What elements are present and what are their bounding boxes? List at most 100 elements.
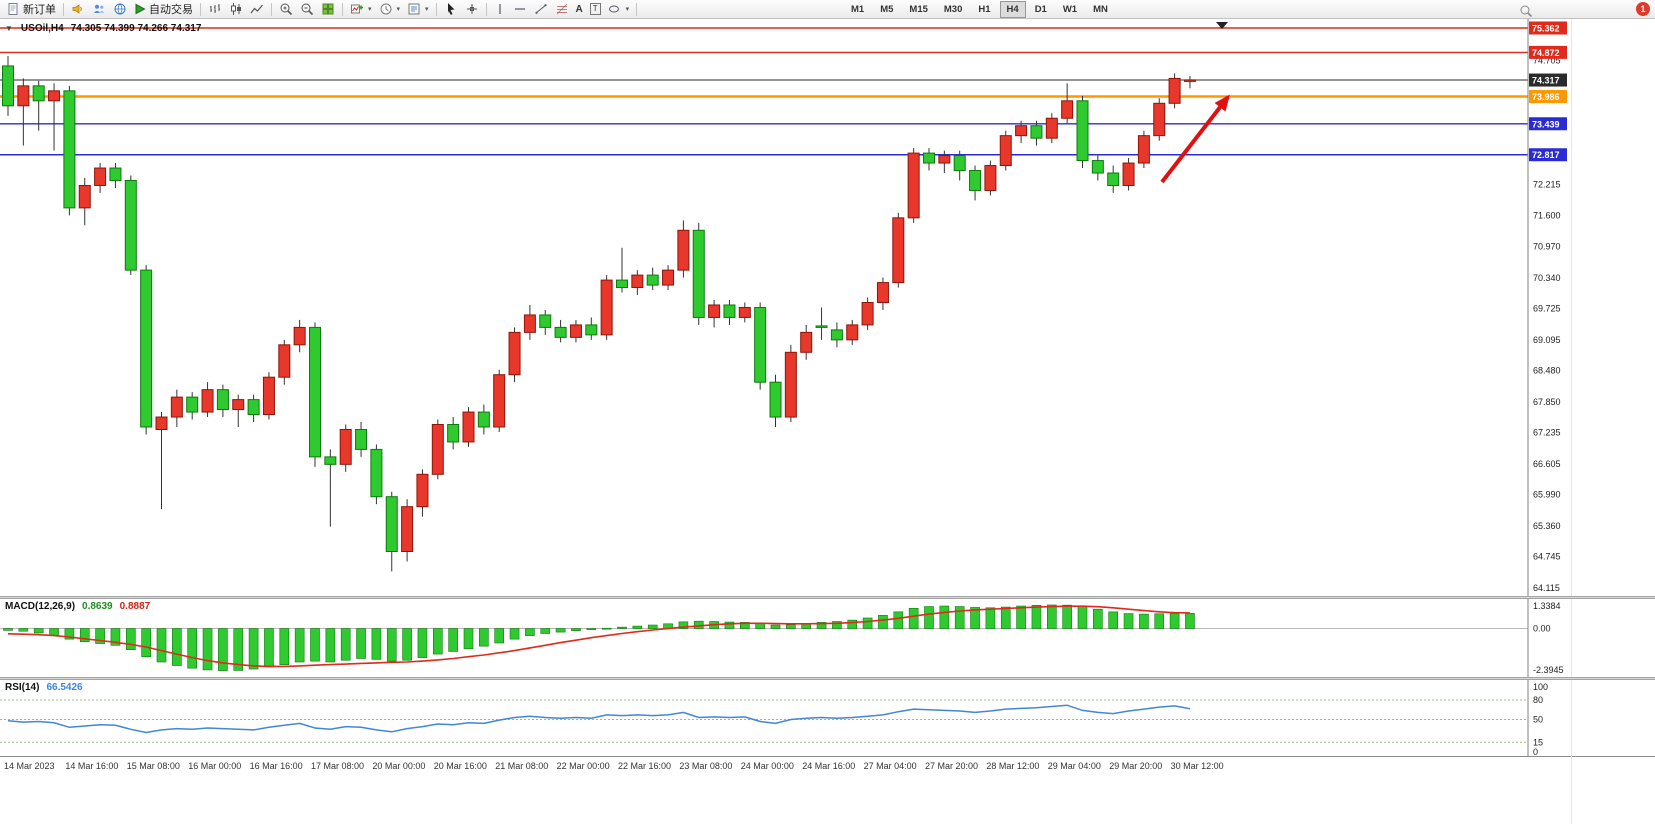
time-label: 21 Mar 08:00 <box>495 761 549 771</box>
macd-bar <box>218 628 228 671</box>
new-order-button[interactable]: 新订单 <box>3 1 59 18</box>
pane-splitter[interactable] <box>0 596 1655 599</box>
chevron-down-icon[interactable]: ▾ <box>425 6 429 13</box>
trendline-tool-icon[interactable] <box>531 1 551 18</box>
chevron-down-icon[interactable]: ▾ <box>396 6 401 13</box>
candle <box>815 307 828 340</box>
timeframe-m1[interactable]: M1 <box>851 4 865 15</box>
candle <box>262 372 275 420</box>
candle <box>216 384 229 418</box>
time-label: 14 Mar 2023 <box>4 761 55 771</box>
new-order-label: 新订单 <box>23 4 56 16</box>
macd-bar <box>970 607 980 629</box>
candle <box>385 491 398 572</box>
rsi-name: RSI(14) <box>5 682 40 693</box>
autotrade-button[interactable]: 自动交易 <box>131 1 196 18</box>
candle <box>447 417 460 450</box>
macd-bar <box>586 628 597 630</box>
rsi-value: 66.5426 <box>46 682 83 693</box>
macd-bar <box>18 628 29 632</box>
candle <box>339 424 352 472</box>
cursor-icon[interactable] <box>441 1 461 18</box>
rsi-axis-tick: 50 <box>1533 715 1543 725</box>
rsi-pane[interactable]: 100 80 50 150 <box>0 680 1655 756</box>
timeframe-m15[interactable]: M15 <box>909 4 928 15</box>
candlestick-chart-icon[interactable] <box>226 1 246 18</box>
rsi-axis-tick: 0 <box>1533 747 1538 756</box>
chevron-down-icon[interactable]: ▾ <box>625 6 630 13</box>
one-click-trading-toggle[interactable]: ▼ <box>5 24 13 33</box>
candle <box>585 317 598 340</box>
time-axis[interactable]: 14 Mar 2023 14 Mar 16:00 15 Mar 08:00 16 Ma… <box>0 756 1655 779</box>
line-chart-icon[interactable] <box>247 1 267 18</box>
candle <box>769 374 782 427</box>
annotation-arrow[interactable] <box>1160 94 1230 184</box>
candle <box>938 150 951 174</box>
search-icon[interactable] <box>1516 2 1536 19</box>
candle <box>355 422 368 457</box>
crosshair-icon[interactable] <box>462 1 482 18</box>
zoom-out-icon[interactable] <box>297 1 317 18</box>
sound-icon[interactable] <box>68 1 88 18</box>
macd-bar <box>739 622 750 629</box>
new-chart-button[interactable]: ▾ <box>347 1 375 18</box>
macd-bar <box>908 608 919 629</box>
tile-windows-icon[interactable] <box>318 1 338 18</box>
macd-bar <box>156 628 167 663</box>
macd-pane[interactable]: 1.3384 0.00 -2.3945 <box>0 599 1655 677</box>
macd-bar <box>3 628 13 631</box>
timeframe-m5[interactable]: M5 <box>880 4 894 15</box>
price-box-72.817: 72.817 <box>1529 148 1567 162</box>
notification-badge[interactable]: 1 <box>1636 2 1650 16</box>
svg-text:73.439: 73.439 <box>1532 119 1560 129</box>
macd-axis-tick: -2.3945 <box>1533 665 1564 675</box>
candle <box>861 297 874 330</box>
time-label: 14 Mar 16:00 <box>65 761 119 771</box>
chevron-down-icon[interactable]: ▾ <box>368 6 372 13</box>
candle <box>401 499 414 562</box>
price-tick: 71.600 <box>1533 210 1561 220</box>
macd-bar <box>479 628 489 647</box>
macd-bar <box>1139 613 1149 629</box>
timeframe-h4[interactable]: H4 <box>999 1 1026 18</box>
macd-bar <box>1123 613 1134 629</box>
candle <box>876 277 889 310</box>
world-icon[interactable] <box>110 1 130 18</box>
price-tick: 64.745 <box>1533 552 1561 562</box>
vertical-line-tool-icon[interactable] <box>491 1 509 18</box>
macd-bar <box>555 628 566 633</box>
timeframe-h1[interactable]: H1 <box>978 4 991 15</box>
bar-chart-icon[interactable] <box>205 1 225 18</box>
text-label-tool-button[interactable]: T <box>587 1 604 18</box>
play-icon <box>135 3 146 15</box>
timeframe-m30[interactable]: M30 <box>943 4 963 15</box>
indicators-button[interactable]: ▾ <box>404 1 432 18</box>
macd-bar <box>310 628 320 662</box>
macd-bar <box>126 628 136 650</box>
price-tick: 66.605 <box>1533 459 1561 469</box>
shapes-button[interactable]: ▾ <box>605 1 633 18</box>
candle <box>493 369 506 432</box>
macd-bar <box>816 622 827 629</box>
timeframe-w1[interactable]: W1 <box>1062 4 1078 15</box>
candle <box>201 382 214 418</box>
timeframe-mn[interactable]: MN <box>1093 4 1108 15</box>
candle <box>170 389 183 427</box>
price-chart-pane[interactable]: 74.705 72.215 71.600 70.970 70.340 69.725 69.0… <box>0 19 1655 596</box>
horizontal-line-tool-icon[interactable] <box>510 1 530 18</box>
candle <box>508 327 521 383</box>
macd-bar <box>832 621 842 629</box>
macd-bar <box>325 628 336 663</box>
chart-shift-marker[interactable] <box>1216 22 1228 29</box>
pane-splitter[interactable] <box>0 677 1655 680</box>
zoom-in-icon[interactable] <box>276 1 296 18</box>
text-tool-button[interactable]: A <box>573 1 586 18</box>
fibonacci-tool-icon[interactable] <box>552 1 572 18</box>
timeframe-d1[interactable]: D1 <box>1034 4 1047 15</box>
candle <box>738 302 751 323</box>
candle <box>907 148 920 223</box>
time-label: 16 Mar 16:00 <box>249 761 303 771</box>
period-button[interactable]: ▾ <box>376 1 404 18</box>
time-label: 17 Mar 08:00 <box>311 761 365 771</box>
users-icon[interactable] <box>89 1 109 18</box>
